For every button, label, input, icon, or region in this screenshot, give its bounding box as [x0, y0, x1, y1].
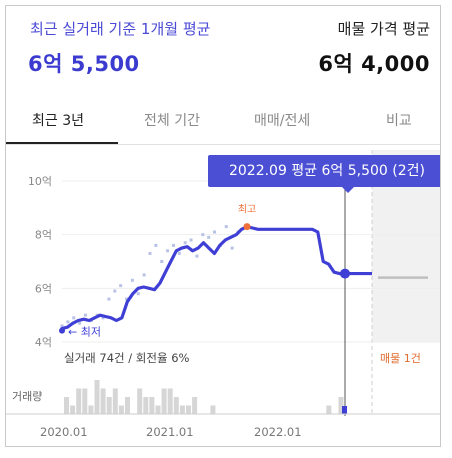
deal-summary: 실거래 74건 / 회전율 6%	[64, 351, 190, 365]
volume-bar	[167, 388, 173, 414]
volume-bar	[82, 388, 88, 414]
deal-point	[177, 251, 181, 255]
deal-point	[136, 292, 140, 296]
deal-point	[166, 249, 170, 253]
listing-average-label: 매물 가격 평균	[337, 20, 430, 38]
volume-bar	[106, 397, 112, 414]
deal-point	[78, 321, 82, 325]
deal-point	[189, 238, 193, 242]
volume-bar	[186, 405, 191, 414]
price-tooltip: 2022.09 평균 6억 5,500 (2건)	[208, 155, 440, 187]
deal-point	[107, 297, 111, 301]
deal-point	[66, 320, 70, 324]
deal-point	[160, 260, 164, 263]
deal-point	[183, 241, 187, 245]
volume-bar	[76, 388, 82, 414]
volume-bar	[326, 405, 332, 414]
volume-bar	[125, 397, 130, 414]
volume-bar	[94, 380, 100, 414]
tab-all-period[interactable]: 전체 기간	[144, 113, 200, 129]
high-point-marker	[243, 223, 251, 231]
deal-point	[130, 278, 134, 282]
deal-point	[230, 246, 234, 250]
deal-point	[125, 297, 129, 301]
listing-count-label: 매물 1건	[380, 352, 421, 365]
chart-panel: 최근 실거래 기준 1개월 평균 6억 5,500 매물 가격 평균 6억 4,…	[5, 5, 441, 447]
tab-sale-lease[interactable]: 매매/전세	[254, 113, 311, 129]
y-tick-label: 6억	[35, 282, 52, 295]
volume-label: 거래량	[12, 390, 42, 403]
volume-bar	[64, 397, 69, 414]
volume-bar-current	[342, 406, 347, 414]
price-line	[60, 225, 347, 331]
y-tick-label: 8억	[35, 229, 52, 242]
volume-bar	[112, 388, 118, 414]
volume-bar	[149, 397, 155, 414]
low-point-marker	[59, 327, 65, 334]
deal-point	[101, 316, 105, 320]
volume-bar	[179, 405, 185, 414]
y-tick-label: 4억	[35, 336, 52, 349]
deal-point	[119, 284, 123, 288]
volume-bar	[192, 397, 198, 414]
deal-point	[72, 316, 76, 320]
deal-point	[60, 324, 64, 328]
deal-point	[171, 243, 175, 247]
y-tick-label: 10억	[28, 175, 52, 188]
deal-point	[154, 243, 158, 247]
volume-bar	[173, 397, 179, 414]
volume-bar	[137, 388, 143, 414]
volume-bar	[210, 405, 216, 414]
x-tick-label: 2021.01	[146, 425, 194, 439]
deal-point	[148, 251, 152, 255]
x-tick-label: 2022.01	[254, 425, 302, 439]
listing-average-value: 6억 4,000	[318, 52, 430, 76]
deal-point	[195, 254, 199, 258]
volume-bar	[118, 405, 124, 414]
deal-point	[213, 230, 217, 234]
volume-bar	[70, 405, 76, 414]
recent-average-label: 최근 실거래 기준 1개월 평균	[30, 20, 211, 38]
active-tab-indicator	[6, 142, 118, 144]
volume-bar	[338, 397, 344, 414]
tab-recent-3y[interactable]: 최근 3년	[32, 113, 84, 129]
volume-bar	[100, 388, 106, 414]
tooltip-pointer	[342, 187, 354, 193]
volume-bar	[161, 388, 167, 414]
tab-compare[interactable]: 비교	[386, 113, 412, 129]
deal-point	[224, 225, 228, 229]
current-point-marker	[340, 268, 350, 279]
x-tick-label: 2020.01	[40, 425, 88, 439]
deal-point	[142, 273, 146, 277]
deal-point	[201, 233, 205, 237]
low-label: ← 최저	[68, 326, 101, 339]
volume-bar	[143, 397, 149, 414]
period-tabs: 최근 3년 전체 기간 매매/전세 비교	[6, 100, 440, 145]
high-label: 최고	[238, 204, 256, 216]
deal-point	[83, 313, 87, 317]
recent-average-value: 6억 5,500	[28, 52, 140, 76]
deal-point	[113, 289, 117, 293]
volume-bar	[155, 405, 161, 414]
volume-bar	[88, 405, 94, 414]
deal-point	[207, 235, 211, 239]
